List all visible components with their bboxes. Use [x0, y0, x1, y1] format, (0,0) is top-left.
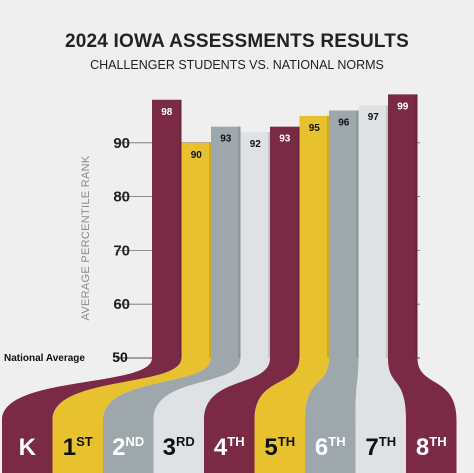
y-axis-label: AVERAGE PERCENTILE RANK	[80, 155, 92, 321]
category-label-6TH: 6TH	[315, 434, 346, 461]
category-label-7TH: 7TH	[365, 434, 396, 461]
stream-7TH	[355, 358, 406, 420]
value-label-7TH: 97	[368, 112, 380, 123]
national-average-label: National Average	[4, 353, 85, 364]
value-label-8TH: 99	[397, 101, 409, 112]
tile-5TH	[254, 420, 305, 473]
stream-4TH	[204, 358, 300, 420]
category-label-5TH: 5TH	[264, 434, 295, 461]
bar-edge-6TH	[356, 110, 359, 359]
bar-edge-K	[179, 99, 182, 358]
tile-K	[2, 420, 53, 473]
category-tiles: K 1ST 2ND 3RD 4TH 5TH 6TH 7TH 8TH	[2, 420, 457, 473]
value-label-2ND: 93	[220, 134, 232, 145]
bar-8TH	[388, 94, 418, 358]
bar-4TH	[270, 126, 300, 358]
y-tick-60: 60	[113, 296, 130, 313]
bar-edge-4TH	[297, 126, 300, 358]
bar-edge-1ST	[209, 142, 211, 358]
value-label-3RD: 92	[250, 139, 262, 150]
bar-3RD	[240, 132, 270, 358]
bars	[152, 94, 418, 359]
y-tick-90: 90	[113, 135, 130, 152]
category-label-3RD: 3RD	[163, 434, 195, 461]
stream-6TH	[305, 358, 359, 420]
bar-edge-5TH	[327, 115, 329, 359]
value-label-4TH: 93	[279, 134, 291, 145]
bar-5TH	[299, 115, 329, 359]
stream-K	[2, 358, 182, 420]
stream-1ST	[52, 358, 211, 420]
value-label-1ST: 90	[191, 150, 203, 161]
tile-3RD	[153, 420, 204, 473]
category-label-K: K	[19, 434, 37, 461]
y-tick-70: 70	[113, 242, 130, 259]
bar-1ST	[181, 142, 211, 358]
category-label-1ST: 1ST	[63, 434, 93, 461]
category-label-2ND: 2ND	[112, 434, 144, 461]
bar-edge-3RD	[268, 132, 270, 358]
bar-6TH	[329, 110, 359, 359]
bar-edge-2ND	[238, 126, 241, 358]
stream-8TH	[388, 358, 457, 420]
stream-2ND	[103, 358, 241, 420]
category-label-8TH: 8TH	[416, 434, 447, 461]
bar-K	[152, 99, 182, 358]
tile-8TH	[406, 420, 457, 473]
chart-subtitle: CHALLENGER STUDENTS VS. NATIONAL NORMS	[90, 58, 384, 72]
y-tick-80: 80	[113, 189, 130, 206]
category-label-4TH: 4TH	[214, 434, 245, 461]
tile-7TH	[355, 420, 406, 473]
bar-edge-8TH	[415, 94, 418, 358]
y-tick-labels: 50 60 70 80 90	[112, 135, 130, 365]
tile-1ST	[52, 420, 103, 473]
bar-2ND	[211, 126, 241, 358]
tile-2ND	[103, 420, 154, 473]
data-labels: 98 90 93 92 93 95 96 97 99	[161, 101, 409, 160]
value-label-K: 98	[161, 107, 173, 118]
bar-7TH	[358, 105, 388, 358]
chart-title: 2024 IOWA ASSESSMENTS RESULTS	[64, 31, 409, 52]
stream-5TH	[254, 358, 329, 420]
bar-edge-7TH	[386, 105, 388, 358]
value-label-6TH: 96	[338, 118, 350, 129]
stream-3RD	[153, 358, 270, 420]
tile-4TH	[204, 420, 255, 473]
perspective-streams	[2, 358, 457, 420]
tile-6TH	[305, 420, 356, 473]
y-tick-50: 50	[112, 349, 128, 365]
value-label-5TH: 95	[309, 123, 321, 134]
